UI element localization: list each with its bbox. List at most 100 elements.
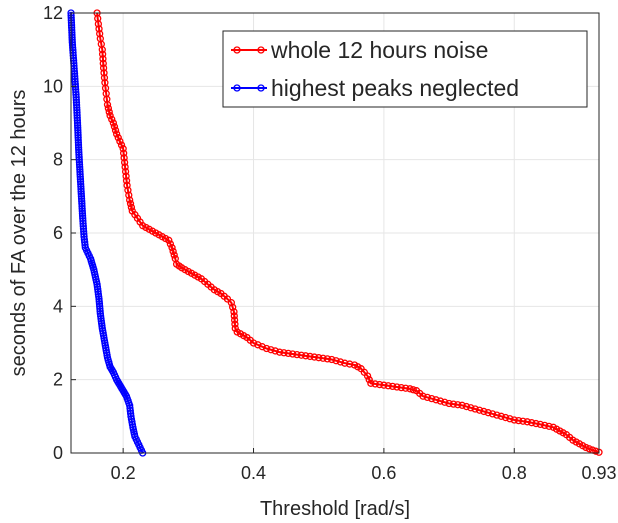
data-point: [69, 54, 78, 62]
data-point: [76, 175, 85, 183]
data-point: [445, 399, 453, 408]
data-point: [397, 383, 405, 392]
data-point: [78, 207, 86, 215]
data-point: [75, 148, 83, 156]
data-point: [545, 422, 553, 431]
data-point: [68, 41, 77, 49]
data-point: [78, 202, 86, 210]
data-point: [315, 354, 323, 362]
data-point: [74, 138, 83, 147]
data-point: [72, 101, 81, 109]
data-point: [229, 303, 237, 311]
y-tick-label: 10: [43, 76, 63, 96]
data-point: [419, 392, 427, 400]
data-point: [68, 28, 76, 37]
data-point: [406, 385, 414, 393]
y-tick-label: 6: [53, 223, 63, 243]
data-point: [582, 443, 590, 452]
data-point: [68, 26, 76, 34]
x-tick-label: 0.6: [371, 463, 396, 483]
legend-label: whole 12 hours noise: [270, 37, 488, 63]
data-point: [68, 38, 76, 46]
data-point: [77, 187, 85, 196]
data-point: [227, 299, 236, 307]
data-point: [271, 347, 279, 355]
data-point: [73, 106, 81, 114]
data-point: [467, 404, 475, 412]
data-point: [68, 31, 76, 39]
data-point: [267, 346, 275, 354]
data-point: [302, 352, 310, 360]
data-point: [168, 244, 176, 252]
data-point: [367, 379, 375, 387]
data-point: [77, 192, 86, 200]
data-point: [76, 178, 85, 186]
data-point: [454, 401, 462, 409]
x-tick-label: 0.2: [111, 463, 136, 483]
legend-marker: [257, 84, 265, 92]
data-point: [95, 295, 103, 303]
data-point: [94, 20, 103, 28]
data-point: [230, 316, 239, 324]
data-point: [249, 339, 258, 347]
data-point: [72, 98, 81, 107]
data-point: [109, 119, 118, 127]
data-point: [523, 418, 531, 426]
data-point: [69, 51, 77, 60]
data-point: [458, 401, 466, 409]
data-point: [306, 352, 314, 361]
data-point: [68, 33, 76, 42]
data-point: [323, 355, 332, 363]
data-point: [104, 104, 113, 112]
data-point: [365, 376, 373, 384]
data-point: [462, 402, 471, 411]
data-point: [484, 409, 492, 417]
data-point: [112, 130, 121, 138]
data-point: [108, 115, 116, 123]
data-point: [76, 170, 84, 178]
data-point: [103, 101, 112, 109]
data-point: [380, 381, 388, 389]
data-point: [497, 412, 505, 420]
data-point: [78, 212, 87, 220]
data-point: [119, 149, 128, 157]
data-point: [519, 417, 527, 425]
data-point: [332, 357, 340, 365]
y-tick-label: 2: [53, 370, 63, 390]
data-point: [75, 158, 84, 166]
data-point: [126, 196, 134, 204]
data-point: [116, 137, 124, 145]
data-point: [69, 46, 77, 54]
data-point: [72, 93, 80, 101]
data-point: [95, 297, 103, 306]
data-point: [73, 121, 82, 130]
data-point: [98, 46, 106, 54]
data-point: [375, 380, 384, 389]
data-point: [384, 382, 392, 390]
data-point: [319, 354, 327, 362]
data-point: [100, 69, 108, 77]
data-point: [74, 129, 82, 137]
y-tick-label: 0: [53, 443, 63, 463]
data-point: [493, 411, 501, 419]
data-point: [71, 77, 79, 86]
legend: whole 12 hours noise highest peaks neglec…: [222, 30, 588, 108]
data-point: [68, 36, 76, 44]
data-point: [99, 55, 107, 63]
x-axis-label: Threshold [rad/s]: [260, 498, 410, 520]
data-point: [441, 398, 449, 406]
data-point: [532, 419, 540, 428]
data-point: [106, 112, 114, 120]
y-tick-label: 12: [43, 3, 63, 23]
data-point: [78, 204, 86, 213]
data-point: [170, 251, 178, 259]
data-point: [223, 295, 232, 303]
data-point: [73, 103, 81, 112]
data-point: [122, 172, 130, 180]
data-point: [536, 420, 544, 429]
data-point: [73, 111, 81, 119]
data-point: [76, 173, 84, 181]
data-point: [449, 400, 458, 408]
data-point: [336, 358, 345, 366]
data-point: [76, 168, 84, 176]
